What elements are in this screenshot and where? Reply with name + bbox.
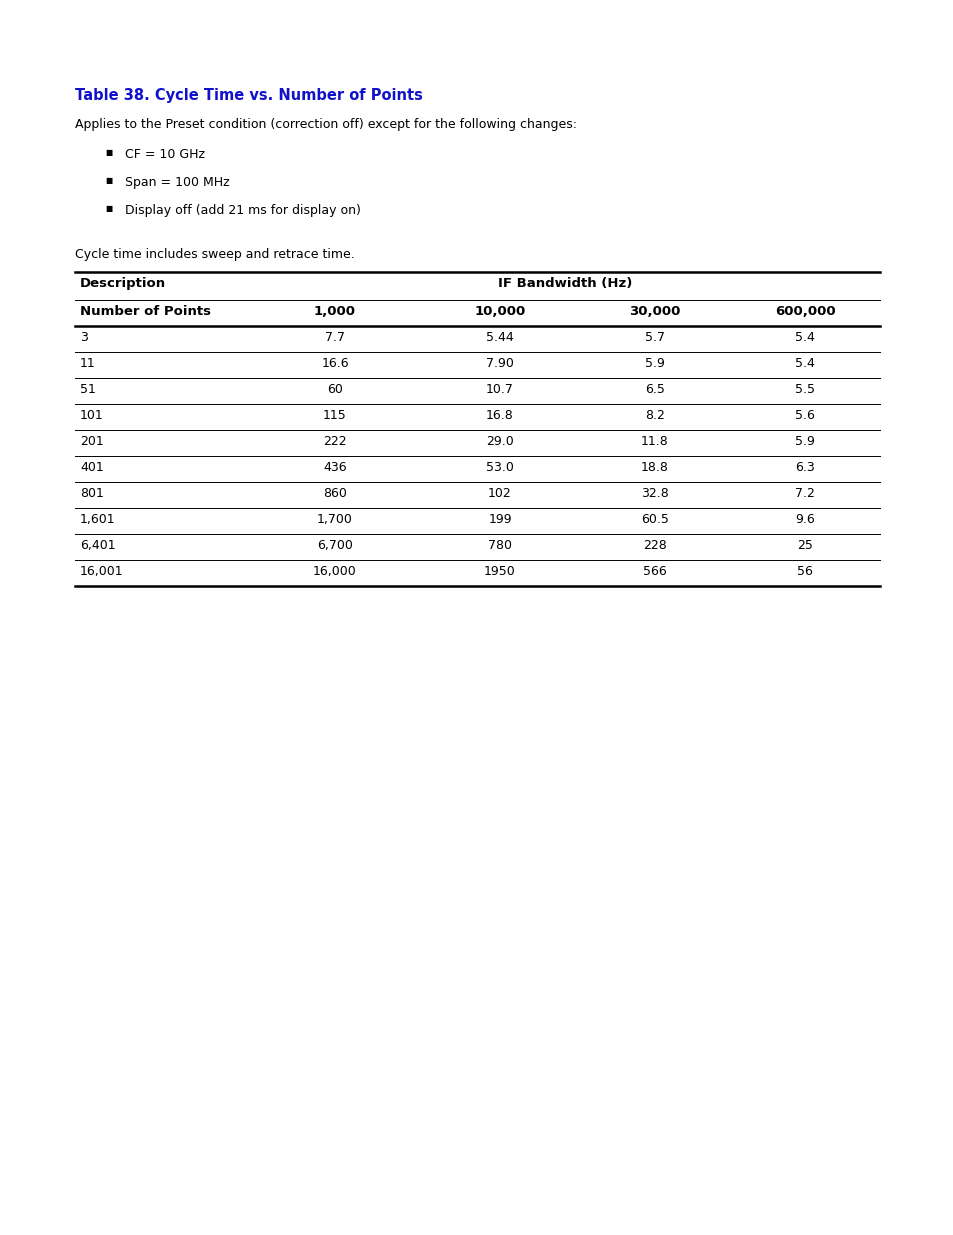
- Text: 600,000: 600,000: [774, 305, 835, 317]
- Text: 16,000: 16,000: [313, 564, 356, 578]
- Text: 3: 3: [80, 331, 88, 345]
- Text: Cycle time includes sweep and retrace time.: Cycle time includes sweep and retrace ti…: [75, 248, 355, 261]
- Text: 5.44: 5.44: [486, 331, 514, 345]
- Text: 5.5: 5.5: [794, 383, 814, 396]
- Text: 5.4: 5.4: [794, 357, 814, 370]
- Text: 801: 801: [80, 487, 104, 500]
- Text: 60.5: 60.5: [640, 513, 668, 526]
- Text: Applies to the Preset condition (correction off) except for the following change: Applies to the Preset condition (correct…: [75, 119, 577, 131]
- Text: 5.9: 5.9: [644, 357, 664, 370]
- Text: 566: 566: [642, 564, 666, 578]
- Text: 10.7: 10.7: [485, 383, 514, 396]
- Text: Description: Description: [80, 277, 166, 290]
- Text: 53.0: 53.0: [485, 461, 514, 474]
- Text: 1,601: 1,601: [80, 513, 115, 526]
- Text: IF Bandwidth (Hz): IF Bandwidth (Hz): [497, 277, 632, 290]
- Text: ■: ■: [105, 177, 112, 185]
- Text: 51: 51: [80, 383, 95, 396]
- Text: 1950: 1950: [483, 564, 516, 578]
- Text: 115: 115: [323, 409, 347, 422]
- Text: 16.6: 16.6: [321, 357, 349, 370]
- Text: 6,700: 6,700: [316, 538, 353, 552]
- Text: 25: 25: [796, 538, 812, 552]
- Text: Table 38. Cycle Time vs. Number of Points: Table 38. Cycle Time vs. Number of Point…: [75, 88, 422, 103]
- Text: 7.7: 7.7: [325, 331, 345, 345]
- Text: 6,401: 6,401: [80, 538, 115, 552]
- Text: CF = 10 GHz: CF = 10 GHz: [125, 148, 205, 161]
- Text: 10,000: 10,000: [474, 305, 525, 317]
- Text: 102: 102: [488, 487, 512, 500]
- Text: 860: 860: [323, 487, 347, 500]
- Text: 8.2: 8.2: [644, 409, 664, 422]
- Text: 222: 222: [323, 435, 347, 448]
- Text: 201: 201: [80, 435, 104, 448]
- Text: 5.6: 5.6: [794, 409, 814, 422]
- Text: 401: 401: [80, 461, 104, 474]
- Text: 60: 60: [327, 383, 342, 396]
- Text: 16.8: 16.8: [486, 409, 514, 422]
- Text: 5.4: 5.4: [794, 331, 814, 345]
- Text: 56: 56: [796, 564, 812, 578]
- Text: 32.8: 32.8: [640, 487, 668, 500]
- Text: 780: 780: [488, 538, 512, 552]
- Text: 1,000: 1,000: [314, 305, 355, 317]
- Text: 199: 199: [488, 513, 511, 526]
- Text: ■: ■: [105, 148, 112, 157]
- Text: Number of Points: Number of Points: [80, 305, 211, 317]
- Text: 7.90: 7.90: [485, 357, 514, 370]
- Text: 6.5: 6.5: [644, 383, 664, 396]
- Text: 6.3: 6.3: [794, 461, 814, 474]
- Text: 16,001: 16,001: [80, 564, 124, 578]
- Text: 436: 436: [323, 461, 347, 474]
- Text: ■: ■: [105, 204, 112, 212]
- Text: 18.8: 18.8: [640, 461, 668, 474]
- Text: 9.6: 9.6: [794, 513, 814, 526]
- Text: 30,000: 30,000: [629, 305, 680, 317]
- Text: 101: 101: [80, 409, 104, 422]
- Text: 1,700: 1,700: [316, 513, 353, 526]
- Text: Span = 100 MHz: Span = 100 MHz: [125, 177, 230, 189]
- Text: 5.7: 5.7: [644, 331, 664, 345]
- Text: 11.8: 11.8: [640, 435, 668, 448]
- Text: Display off (add 21 ms for display on): Display off (add 21 ms for display on): [125, 204, 360, 217]
- Text: 7.2: 7.2: [794, 487, 814, 500]
- Text: 5.9: 5.9: [794, 435, 814, 448]
- Text: 228: 228: [642, 538, 666, 552]
- Text: 29.0: 29.0: [486, 435, 514, 448]
- Text: 11: 11: [80, 357, 95, 370]
